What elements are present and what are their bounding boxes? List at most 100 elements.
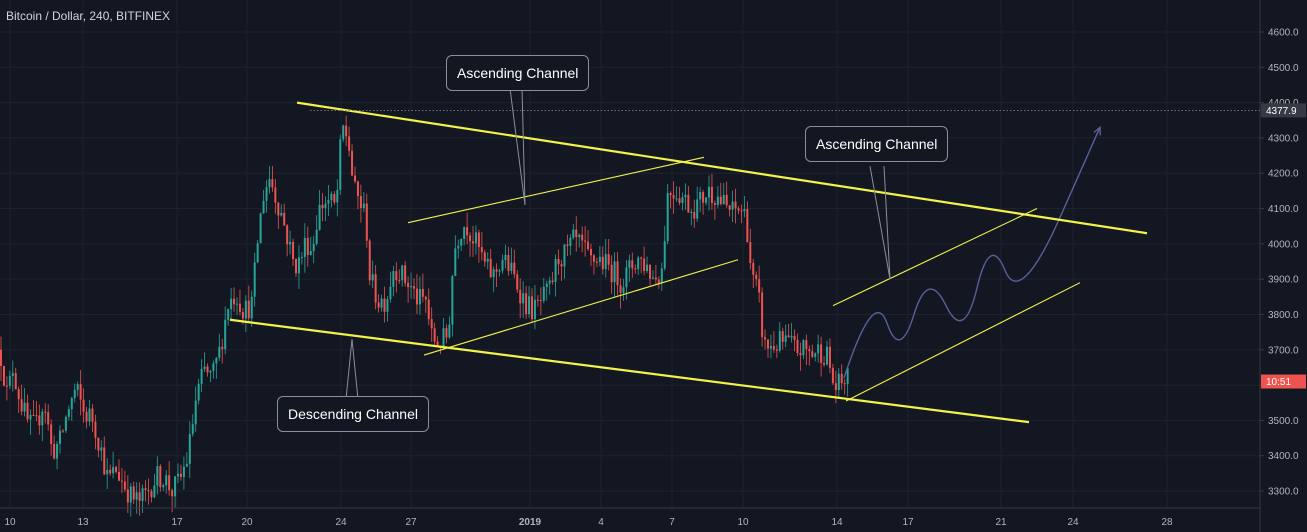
- trendline[interactable]: [832, 208, 1038, 307]
- trendline[interactable]: [407, 156, 705, 224]
- trendline[interactable]: [229, 318, 1030, 424]
- candle-body: [209, 370, 212, 373]
- candle-body: [823, 362, 826, 365]
- candle-body: [781, 331, 784, 342]
- candle-body: [44, 411, 47, 413]
- price-tag-label: 4377.9: [1266, 106, 1297, 117]
- candle-body: [206, 366, 209, 373]
- x-tick-label: 20: [241, 517, 253, 528]
- candle-body: [377, 302, 380, 308]
- candle-body: [569, 237, 572, 246]
- candle-body: [761, 292, 764, 338]
- candle-body: [50, 424, 53, 445]
- candle-body: [321, 204, 324, 209]
- candle-body: [463, 227, 466, 239]
- x-tick-label: 28: [1161, 517, 1173, 528]
- candle-body: [551, 280, 554, 282]
- candle-body: [516, 274, 519, 290]
- candle-body: [814, 353, 817, 357]
- candle-body: [268, 179, 271, 188]
- candle-body: [244, 300, 247, 319]
- candle-body: [315, 229, 318, 244]
- candle-body: [587, 241, 590, 250]
- candle-body: [221, 346, 224, 350]
- candle-body: [799, 352, 802, 356]
- candle-body: [610, 264, 613, 283]
- candle-body: [188, 434, 191, 464]
- candle-body: [710, 186, 713, 204]
- candle-body: [764, 337, 767, 340]
- candle-body: [126, 489, 129, 503]
- candle-body: [646, 264, 649, 272]
- candle-body: [306, 237, 309, 255]
- ascending-channel-callout-right[interactable]: Ascending Channel: [805, 126, 949, 162]
- candle-body: [498, 270, 501, 272]
- candle-body: [277, 202, 280, 216]
- candle-body: [451, 276, 454, 325]
- candle-body: [194, 400, 197, 425]
- candle-body: [566, 244, 569, 246]
- trendline[interactable]: [296, 101, 1148, 235]
- candle-body: [731, 201, 734, 210]
- candle-body: [489, 258, 492, 278]
- candle-body: [539, 300, 542, 302]
- ascending-channel-callout-left[interactable]: Ascending Channel: [446, 55, 590, 91]
- candle-body: [141, 488, 144, 501]
- candle-body: [64, 416, 67, 431]
- trendline[interactable]: [423, 259, 739, 356]
- candle-body: [135, 492, 138, 500]
- candle-body: [769, 346, 772, 349]
- candle-body: [401, 265, 404, 281]
- candle-body: [846, 368, 849, 384]
- candle-body: [348, 136, 351, 151]
- candle-body: [345, 125, 348, 137]
- candle-body: [684, 194, 687, 198]
- price-tag-label: 10:51: [1266, 377, 1291, 388]
- candle-body: [2, 365, 5, 386]
- candle-body: [274, 187, 277, 203]
- candle-body: [787, 335, 790, 338]
- candle-body: [651, 277, 654, 279]
- candle-body: [831, 367, 834, 384]
- candle-body: [236, 303, 238, 305]
- x-tick-label: 17: [171, 517, 183, 528]
- trendline[interactable]: [845, 282, 1081, 402]
- candle-body: [59, 430, 61, 444]
- candle-body: [88, 408, 91, 422]
- candle-body: [840, 373, 843, 384]
- candle-body: [26, 402, 29, 420]
- candle-body: [572, 229, 575, 238]
- candle-body: [421, 289, 424, 297]
- candle-body: [38, 415, 41, 426]
- candle-body: [749, 242, 752, 263]
- descending-channel-callout[interactable]: Descending Channel: [277, 396, 429, 432]
- projection-line: [843, 127, 1101, 379]
- candle-body: [185, 463, 188, 467]
- candle-body: [191, 424, 194, 435]
- candle-body: [755, 274, 758, 280]
- candle-body: [8, 375, 11, 386]
- candle-body: [330, 193, 333, 200]
- candle-body: [592, 255, 595, 262]
- candle-body: [826, 346, 828, 365]
- candle-body: [97, 437, 100, 451]
- candle-body: [560, 264, 563, 267]
- candle-body: [519, 289, 522, 304]
- x-tick-label: 17: [902, 517, 914, 528]
- candle-body: [460, 238, 463, 246]
- candle-body: [256, 243, 259, 263]
- candle-body: [356, 181, 359, 197]
- projection-arrowhead: [1093, 125, 1101, 136]
- candle-body: [513, 262, 516, 275]
- x-tick-label: 14: [831, 517, 843, 528]
- candle-body: [752, 262, 755, 275]
- x-tick-label: 21: [995, 517, 1007, 528]
- candle-body: [100, 447, 103, 451]
- candle-body: [590, 249, 592, 256]
- candle-body: [11, 373, 14, 376]
- candle-body: [722, 194, 725, 205]
- descending-channel-callout-pointer: [345, 339, 359, 400]
- candle-body: [533, 299, 536, 320]
- candle-body: [637, 257, 640, 270]
